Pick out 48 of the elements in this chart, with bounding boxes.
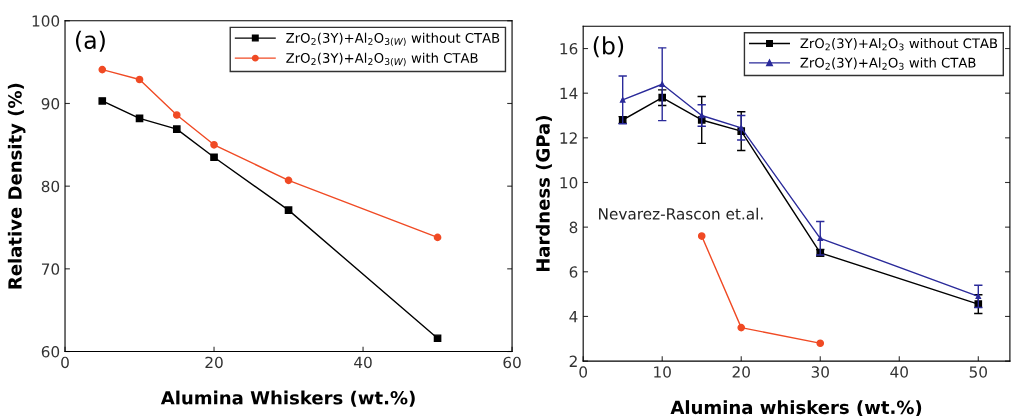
point	[284, 206, 293, 214]
x-tick-label: 60	[503, 356, 521, 369]
x-axis-title: Alumina Whiskers (wt.%)	[160, 390, 415, 407]
point	[816, 339, 825, 348]
legend-label: ZrO$_{2}$(3Y)+Al$_{2}$O$_{3(W)}$ without CTAB	[286, 32, 500, 47]
point	[98, 97, 107, 105]
point	[433, 233, 442, 242]
x-tick-label: 40	[890, 366, 908, 378]
y-tick-label: 8	[569, 221, 578, 234]
y-tick-label: 2	[569, 355, 577, 367]
legend-label: ZrO$_{2}$(3Y)+Al$_{2}$O$_{3}$ without CTAB	[800, 38, 998, 51]
y-tick-label: 6	[569, 266, 578, 278]
x-tick-label: 10	[654, 366, 671, 378]
point	[210, 153, 218, 162]
y-tick-label: 90	[41, 97, 60, 110]
y-tick-label: 10	[560, 176, 578, 189]
y-tick-label: 60	[41, 345, 60, 358]
point	[433, 334, 442, 343]
legend-label: ZrO$_{2}$(3Y)+Al$_{2}$O$_{3(W)}$ with CTAB	[286, 52, 478, 67]
x-tick-label: 30	[811, 366, 829, 378]
y-axis-title: Hardness (GPa)	[535, 116, 552, 272]
x-tick-label: 0	[579, 366, 588, 378]
annotation: (a)	[75, 30, 105, 52]
y-tick-label: 100	[32, 15, 60, 27]
point	[172, 125, 181, 133]
point	[135, 75, 144, 84]
x-tick-label: 50	[969, 366, 987, 378]
x-axis-title: Alumina whiskers (wt.%)	[670, 400, 922, 416]
y-tick-label: 12	[560, 132, 577, 144]
legend-label: ZrO$_{2}$(3Y)+Al$_{2}$O$_{3}$ with CTAB	[800, 57, 976, 70]
y-tick-label: 4	[569, 311, 578, 323]
x-tick-label: 0	[61, 356, 69, 369]
point	[98, 65, 107, 74]
point	[284, 176, 293, 185]
y-tick-label: 16	[560, 43, 578, 55]
point	[737, 323, 746, 332]
x-tick-label: 20	[205, 356, 223, 369]
point	[697, 232, 706, 240]
y-tick-label: 80	[41, 180, 60, 193]
x-tick-label: 40	[354, 356, 372, 369]
annotation: Nevarez-Rascon et.al.	[599, 207, 763, 220]
y-tick-label: 14	[560, 87, 578, 99]
point	[210, 140, 218, 149]
y-tick-label: 70	[41, 263, 60, 275]
point	[172, 111, 181, 119]
y-axis-title: Relative Density (%)	[7, 83, 26, 289]
annotation: (b)	[593, 36, 624, 58]
x-tick-label: 20	[732, 366, 750, 378]
